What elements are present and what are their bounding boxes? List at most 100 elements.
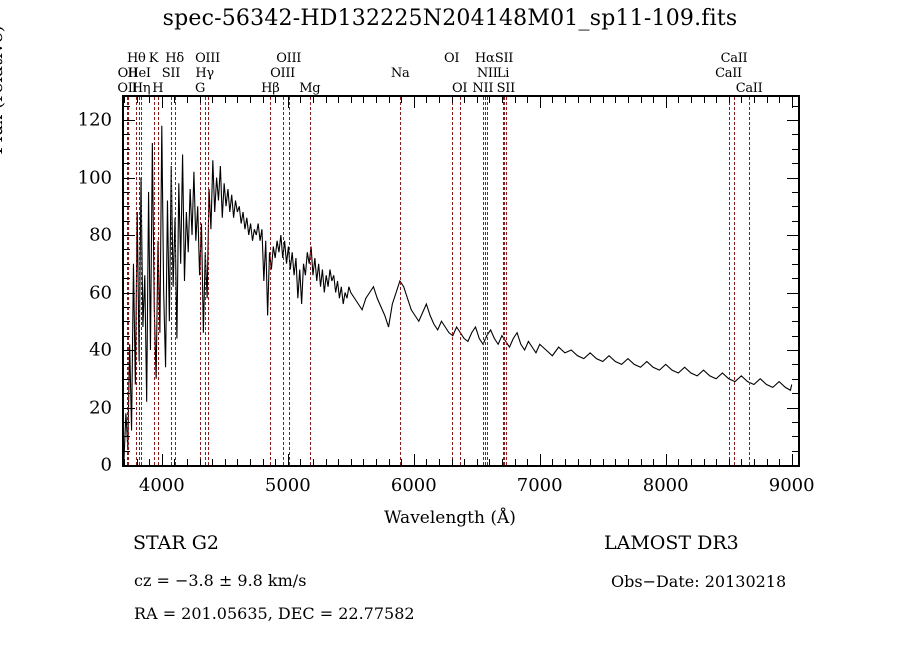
x-tickmark-top — [161, 97, 163, 108]
y-tickmark — [124, 350, 135, 351]
y-tickmark — [124, 120, 135, 121]
y-axis-label: Flux (relative) — [0, 25, 7, 155]
x-tickmark-top — [640, 97, 642, 103]
x-tickmark — [439, 459, 440, 465]
y-tickmark-right — [792, 306, 798, 308]
x-tickmark — [313, 459, 314, 465]
x-tickmark — [779, 459, 781, 465]
x-tickmark — [262, 459, 264, 465]
line-marker-nii — [482, 97, 484, 465]
y-tickmark — [124, 364, 130, 366]
x-tickmark-top — [401, 97, 403, 103]
line-marker-na — [400, 97, 402, 465]
x-tickmark-top — [124, 97, 125, 103]
x-tickmark — [791, 454, 793, 465]
x-tick-6000: 6000 — [390, 475, 437, 496]
x-tickmark — [199, 459, 201, 465]
x-tickmark-top — [300, 97, 302, 103]
line-label-caii: CaII — [735, 81, 763, 96]
x-tickmark-top — [325, 97, 327, 103]
x-tickmark — [161, 454, 163, 465]
line-label-nii: NII — [476, 66, 498, 81]
line-marker-li — [503, 97, 504, 465]
line-label-sii: SII — [161, 66, 181, 81]
x-tick-5000: 5000 — [264, 475, 311, 496]
line-label-k: K — [148, 51, 159, 66]
y-tickmark-right — [792, 335, 798, 337]
line-label-h: Hη — [131, 81, 151, 96]
object-type-text: STAR G2 — [133, 532, 219, 554]
x-tickmark-top — [350, 97, 352, 103]
y-tickmark-right — [792, 191, 798, 193]
y-tickmark-right — [792, 220, 798, 222]
x-tickmark — [388, 459, 390, 465]
x-tickmark — [602, 459, 604, 465]
x-tickmark — [690, 459, 692, 465]
x-tickmark — [300, 459, 302, 465]
x-tickmark-top — [426, 97, 428, 103]
y-tickmark — [124, 450, 130, 452]
y-tickmark — [124, 278, 130, 280]
x-tickmark-top — [716, 97, 718, 103]
x-tickmark — [187, 459, 188, 465]
line-marker-mg — [309, 97, 311, 465]
y-tickmark-right — [792, 148, 798, 150]
y-tickmark-right — [792, 263, 798, 265]
x-tickmark-top — [287, 97, 289, 108]
x-tickmark — [136, 459, 138, 465]
line-marker-sii — [504, 97, 505, 465]
x-tickmark-top — [464, 97, 466, 103]
line-marker-caii — [749, 97, 751, 465]
y-tick-40: 40 — [89, 339, 112, 361]
x-tickmark-top — [388, 97, 390, 103]
x-tickmark — [703, 459, 705, 465]
y-tickmark-right — [792, 163, 798, 165]
line-marker-oii — [127, 97, 129, 465]
x-tickmark-top — [187, 97, 188, 103]
y-tickmark — [124, 177, 135, 179]
x-tickmark-top — [501, 97, 503, 103]
y-tickmark-right — [792, 421, 798, 423]
line-marker-hei — [139, 97, 141, 465]
line-marker-caii — [734, 97, 735, 465]
line-label-caii: CaII — [715, 66, 742, 81]
x-tick-7000: 7000 — [516, 475, 563, 496]
x-tickmark — [275, 459, 277, 465]
line-label-oii: OII — [117, 81, 138, 96]
line-label-oii: OII — [117, 66, 138, 81]
y-tickmark-right — [787, 292, 798, 294]
y-tickmark-right — [787, 407, 798, 409]
y-tick-0: 0 — [100, 454, 112, 476]
x-tickmark — [728, 459, 730, 465]
line-marker-sii — [170, 97, 172, 465]
x-tickmark — [539, 454, 541, 465]
x-tickmark — [766, 459, 768, 465]
y-tickmark — [124, 235, 135, 236]
y-tickmark-right — [792, 450, 798, 452]
line-label-h: Hγ — [195, 66, 214, 81]
x-tickmark-top — [703, 97, 705, 103]
x-tickmark-top — [590, 97, 592, 103]
line-label-oiii: OIII — [270, 66, 296, 81]
spectrum-trace — [124, 125, 793, 460]
x-tickmark — [564, 459, 566, 465]
x-tickmark-top — [262, 97, 264, 103]
y-tickmark — [124, 421, 130, 423]
x-tickmark-top — [552, 97, 554, 103]
x-tickmark-top — [577, 97, 579, 103]
line-label-hei: HeI — [127, 66, 151, 81]
obs-date-text: Obs−Date: 20130218 — [611, 572, 787, 591]
x-tickmark-top — [413, 97, 415, 108]
x-tickmark — [716, 459, 718, 465]
y-tickmark — [124, 148, 130, 150]
x-tickmark — [590, 459, 592, 465]
y-tickmark — [124, 321, 130, 323]
line-label-h: Hβ — [261, 81, 280, 96]
x-tickmark-top — [539, 97, 541, 108]
line-label-h: H — [152, 81, 164, 96]
line-marker-caii — [728, 97, 730, 465]
line-label-caii: CaII — [720, 51, 748, 66]
x-tickmark — [237, 459, 239, 465]
y-tick-80: 80 — [89, 224, 112, 246]
